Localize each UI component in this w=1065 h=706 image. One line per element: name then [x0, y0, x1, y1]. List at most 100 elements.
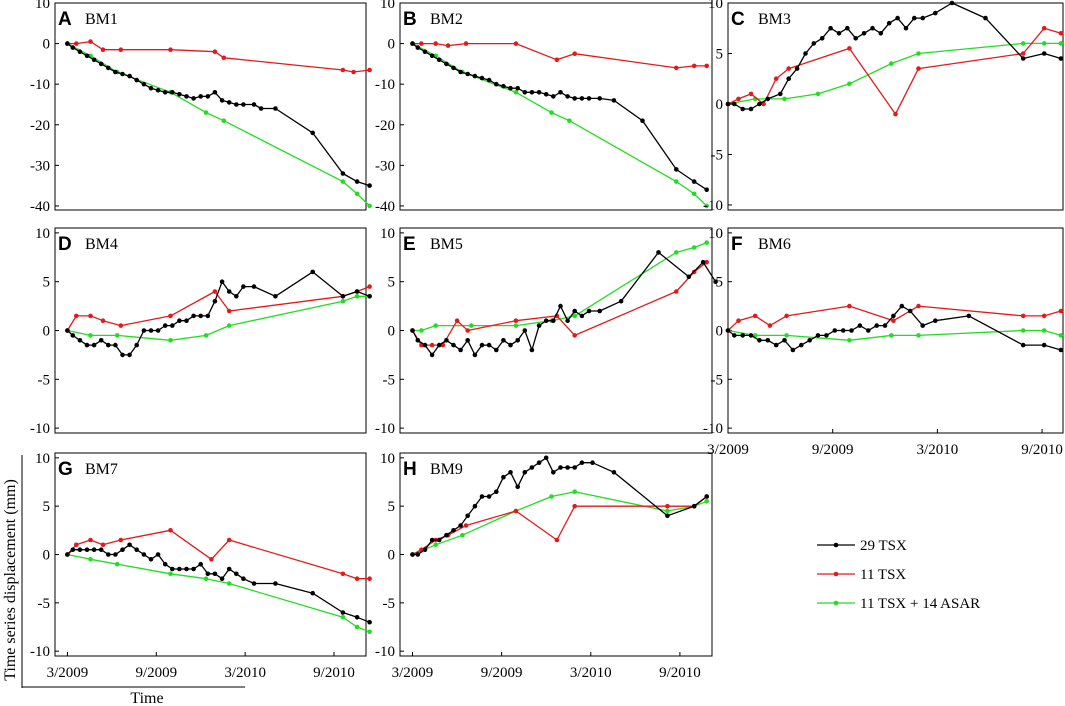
data-point: [1041, 41, 1047, 46]
data-point: [177, 318, 182, 324]
data-point: [704, 63, 709, 69]
panel-letter: F: [731, 234, 743, 255]
series-line-11-tsx: [411, 261, 708, 346]
data-point: [463, 41, 469, 46]
data-point: [184, 94, 189, 99]
data-point: [422, 342, 428, 348]
data-point: [889, 61, 894, 66]
data-point: [912, 15, 917, 21]
data-point: [1058, 56, 1064, 61]
data-point: [469, 323, 474, 328]
data-point: [845, 25, 850, 31]
data-point: [847, 338, 852, 343]
data-point: [1058, 31, 1064, 36]
data-point: [77, 547, 83, 552]
data-point: [870, 25, 875, 31]
data-point: [354, 624, 360, 630]
data-point: [893, 111, 898, 117]
data-point: [740, 106, 745, 112]
data-point: [590, 460, 595, 466]
data-point: [736, 318, 741, 324]
panel-b: 10 0 -10 -20 -30 -40 B BM2: [375, 0, 713, 215]
data-point: [77, 49, 83, 54]
y-tick-label: 10: [380, 0, 395, 12]
data-point: [340, 67, 346, 73]
series-11-tsx-14-asar: [65, 41, 372, 209]
data-point: [551, 470, 556, 475]
series-line-11-tsx-14-asar: [412, 241, 707, 332]
data-point: [141, 328, 147, 333]
data-point: [100, 47, 106, 52]
data-point: [674, 289, 679, 294]
y-tick-label: -10: [703, 198, 723, 214]
data-point: [899, 303, 905, 309]
data-point: [113, 552, 118, 557]
data-point: [782, 96, 787, 102]
data-point: [419, 41, 424, 46]
data-point: [241, 102, 246, 107]
data-point: [65, 552, 70, 557]
panel-letter: B: [403, 9, 417, 30]
panel-letter: D: [58, 234, 72, 255]
series-29-tsx: [410, 250, 718, 358]
data-point: [251, 284, 257, 289]
data-point: [565, 465, 570, 470]
data-point: [198, 94, 203, 99]
data-point: [465, 71, 471, 77]
data-point: [251, 581, 257, 586]
data-point: [522, 90, 528, 95]
y-tick-label: -20: [375, 118, 395, 134]
data-point: [212, 90, 218, 95]
data-point: [451, 65, 456, 71]
data-point: [889, 333, 894, 338]
y-tick-label: 0: [43, 324, 51, 340]
x-tick-label: 3/2009: [47, 665, 89, 681]
y-tick-label: -10: [703, 421, 723, 437]
panel-title: BM9: [430, 461, 463, 478]
data-point: [1020, 56, 1026, 61]
data-point: [479, 75, 485, 81]
data-point: [367, 203, 372, 209]
data-point: [704, 187, 709, 192]
data-point: [861, 31, 867, 36]
series-line-11-tsx: [412, 42, 707, 69]
panel-title: BM5: [430, 236, 463, 253]
data-point: [209, 557, 214, 562]
y-tick-label: 5: [43, 499, 51, 515]
data-point: [748, 91, 754, 97]
data-point: [134, 77, 139, 83]
data-point: [70, 547, 76, 552]
y-tick-label: 10: [708, 0, 723, 12]
y-tick-label: -5: [711, 147, 724, 163]
data-point: [155, 328, 161, 333]
series-11-tsx: [410, 259, 709, 348]
data-point: [221, 118, 227, 123]
y-tick-label: 0: [388, 548, 396, 564]
data-point: [205, 571, 211, 577]
data-point: [513, 90, 519, 95]
data-point: [572, 51, 577, 56]
data-point: [120, 547, 125, 552]
series-line-11-tsx: [727, 305, 1062, 331]
data-point: [177, 566, 182, 572]
data-point: [732, 333, 737, 338]
data-point: [113, 69, 118, 75]
plot-frame: [54, 452, 367, 657]
x-tick-label: 3/2010: [570, 665, 612, 681]
series-line-29-tsx: [66, 271, 370, 356]
data-point: [127, 352, 132, 358]
data-point: [429, 53, 435, 59]
data-point: [886, 20, 892, 26]
data-point: [916, 303, 921, 309]
data-point: [70, 333, 76, 338]
y-tick-label: 10: [708, 226, 723, 242]
y-tick-label: -20: [30, 118, 50, 134]
data-point: [212, 571, 218, 577]
data-point: [415, 338, 421, 343]
series-line-11-tsx: [727, 27, 1062, 115]
data-point: [98, 547, 104, 552]
data-point: [88, 313, 93, 319]
data-point: [794, 66, 800, 71]
data-point: [1041, 342, 1047, 348]
data-point: [141, 81, 147, 87]
